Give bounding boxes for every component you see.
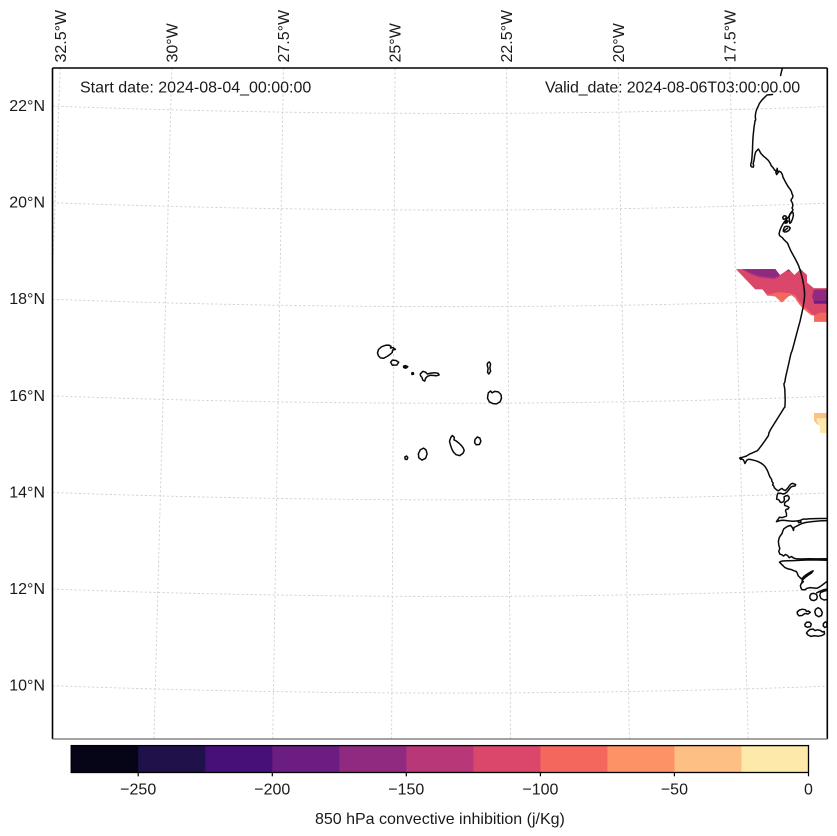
svg-text:30°W: 30°W <box>164 22 181 62</box>
svg-text:−100: −100 <box>522 782 558 799</box>
svg-text:27.5°W: 27.5°W <box>276 9 293 63</box>
svg-text:12°N: 12°N <box>9 581 45 598</box>
svg-text:−150: −150 <box>388 782 424 799</box>
svg-text:Start date: 2024-08-04_00:00:0: Start date: 2024-08-04_00:00:00 <box>80 80 311 97</box>
svg-text:22°N: 22°N <box>9 98 45 115</box>
svg-text:Valid_date: 2024-08-06T03:00:0: Valid_date: 2024-08-06T03:00:00.00 <box>545 80 800 97</box>
svg-text:22.5°W: 22.5°W <box>499 9 516 63</box>
svg-text:32.5°W: 32.5°W <box>53 9 70 63</box>
svg-text:18°N: 18°N <box>9 291 45 308</box>
svg-text:17.5°W: 17.5°W <box>722 9 739 63</box>
svg-text:850 hPa convective inhibition: 850 hPa convective inhibition (j/Kg) <box>315 811 565 828</box>
svg-text:25°W: 25°W <box>388 22 405 62</box>
svg-text:14°N: 14°N <box>9 484 45 501</box>
svg-text:10°N: 10°N <box>9 678 45 695</box>
svg-text:16°N: 16°N <box>9 388 45 405</box>
svg-text:−250: −250 <box>120 782 156 799</box>
svg-text:20°N: 20°N <box>9 195 45 212</box>
svg-text:20°W: 20°W <box>611 22 628 62</box>
svg-text:−200: −200 <box>254 782 290 799</box>
svg-text:−50: −50 <box>661 782 688 799</box>
svg-text:0: 0 <box>804 782 813 799</box>
